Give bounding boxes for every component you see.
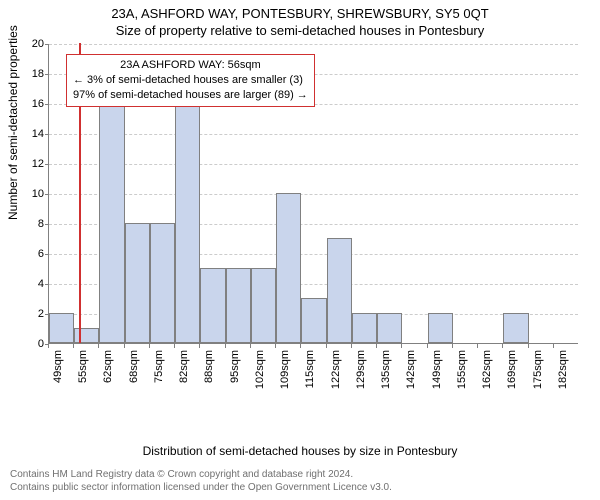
x-tick-label: 95sqm — [229, 350, 241, 394]
x-tick-label: 68sqm — [128, 350, 140, 394]
y-tick-mark — [45, 254, 49, 255]
x-tick-mark — [98, 344, 99, 348]
histogram-bar — [125, 223, 150, 343]
y-tick-label: 18 — [20, 68, 44, 80]
y-tick-mark — [45, 164, 49, 165]
x-tick-label: 175sqm — [532, 350, 544, 394]
x-tick-label: 162sqm — [481, 350, 493, 394]
annotation-line-1: 23A ASHFORD WAY: 56sqm — [73, 58, 308, 73]
y-tick-label: 6 — [20, 248, 44, 260]
y-tick-label: 8 — [20, 218, 44, 230]
y-tick-mark — [45, 224, 49, 225]
x-tick-mark — [225, 344, 226, 348]
histogram-bar — [99, 103, 124, 343]
footer-attribution: Contains HM Land Registry data © Crown c… — [10, 468, 392, 494]
histogram-bar — [226, 268, 251, 343]
annotation-box: 23A ASHFORD WAY: 56sqm ← 3% of semi-deta… — [66, 54, 315, 107]
y-tick-label: 16 — [20, 98, 44, 110]
x-tick-label: 169sqm — [506, 350, 518, 394]
y-tick-mark — [45, 284, 49, 285]
histogram-bar — [503, 313, 528, 343]
y-tick-label: 20 — [20, 38, 44, 50]
x-tick-mark — [528, 344, 529, 348]
x-tick-mark — [124, 344, 125, 348]
annotation-line-2: ← 3% of semi-detached houses are smaller… — [73, 73, 308, 88]
x-tick-label: 149sqm — [431, 350, 443, 394]
x-tick-label: 62sqm — [102, 350, 114, 394]
x-tick-label: 122sqm — [330, 350, 342, 394]
x-tick-mark — [427, 344, 428, 348]
x-tick-label: 102sqm — [254, 350, 266, 394]
x-tick-label: 129sqm — [355, 350, 367, 394]
y-tick-mark — [45, 194, 49, 195]
x-tick-mark — [477, 344, 478, 348]
gridline — [49, 194, 578, 195]
x-tick-mark — [48, 344, 49, 348]
x-tick-mark — [250, 344, 251, 348]
x-tick-label: 82sqm — [178, 350, 190, 394]
y-axis-label: Number of semi-detached properties — [6, 25, 20, 220]
histogram-bar — [49, 313, 74, 343]
x-tick-mark — [351, 344, 352, 348]
histogram-bar — [352, 313, 377, 343]
y-tick-mark — [45, 134, 49, 135]
histogram-bar — [276, 193, 301, 343]
y-tick-label: 10 — [20, 188, 44, 200]
histogram-bar — [74, 328, 99, 343]
y-tick-mark — [45, 44, 49, 45]
histogram-bar — [200, 268, 225, 343]
y-tick-label: 2 — [20, 308, 44, 320]
histogram-bar — [175, 73, 200, 343]
x-tick-label: 142sqm — [405, 350, 417, 394]
gridline — [49, 44, 578, 45]
x-tick-mark — [376, 344, 377, 348]
footer-line-1: Contains HM Land Registry data © Crown c… — [10, 468, 392, 481]
footer-line-2: Contains public sector information licen… — [10, 481, 392, 494]
x-tick-label: 135sqm — [380, 350, 392, 394]
x-axis-label: Distribution of semi-detached houses by … — [0, 444, 600, 458]
y-tick-label: 0 — [20, 338, 44, 350]
x-tick-label: 88sqm — [203, 350, 215, 394]
chart-title-sub: Size of property relative to semi-detach… — [0, 21, 600, 38]
histogram-bar — [428, 313, 453, 343]
y-tick-mark — [45, 74, 49, 75]
histogram-bar — [301, 298, 326, 343]
y-tick-label: 4 — [20, 278, 44, 290]
x-tick-mark — [275, 344, 276, 348]
x-tick-label: 182sqm — [557, 350, 569, 394]
x-tick-mark — [149, 344, 150, 348]
x-tick-mark — [73, 344, 74, 348]
x-tick-label: 109sqm — [279, 350, 291, 394]
gridline — [49, 164, 578, 165]
histogram-bar — [327, 238, 352, 343]
x-tick-label: 155sqm — [456, 350, 468, 394]
annotation-line-3: 97% of semi-detached houses are larger (… — [73, 88, 308, 103]
y-tick-label: 12 — [20, 158, 44, 170]
x-tick-mark — [401, 344, 402, 348]
x-tick-mark — [452, 344, 453, 348]
histogram-bar — [150, 223, 175, 343]
histogram-bar — [251, 268, 276, 343]
y-tick-label: 14 — [20, 128, 44, 140]
x-tick-mark — [502, 344, 503, 348]
chart-title-main: 23A, ASHFORD WAY, PONTESBURY, SHREWSBURY… — [0, 0, 600, 21]
histogram-bar — [377, 313, 402, 343]
y-tick-mark — [45, 104, 49, 105]
x-tick-mark — [553, 344, 554, 348]
x-tick-label: 115sqm — [304, 350, 316, 394]
x-tick-mark — [199, 344, 200, 348]
x-tick-label: 49sqm — [52, 350, 64, 394]
x-tick-label: 55sqm — [77, 350, 89, 394]
x-tick-label: 75sqm — [153, 350, 165, 394]
gridline — [49, 134, 578, 135]
chart-area: 23A ASHFORD WAY: 56sqm ← 3% of semi-deta… — [48, 44, 578, 404]
x-tick-mark — [326, 344, 327, 348]
x-tick-mark — [174, 344, 175, 348]
x-tick-mark — [300, 344, 301, 348]
